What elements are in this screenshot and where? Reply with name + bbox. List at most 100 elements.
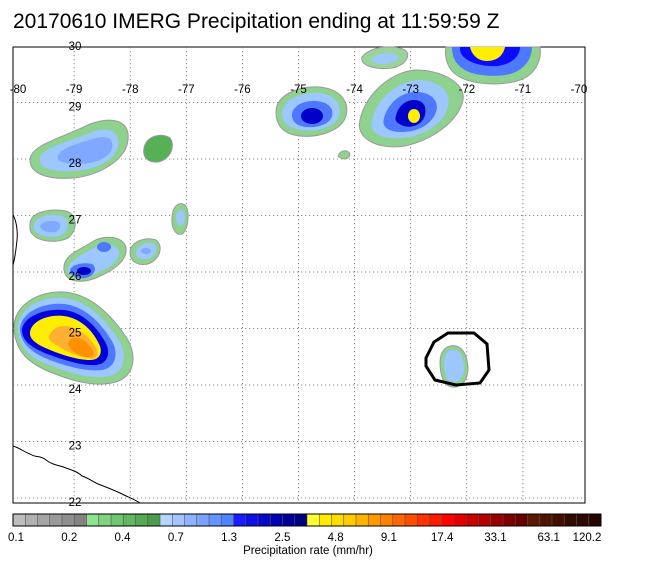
colorbar-swatch bbox=[380, 514, 394, 526]
lon-label: -79 bbox=[66, 84, 83, 96]
colorbar-tick-label: 2.5 bbox=[274, 532, 290, 544]
colorbar-swatch bbox=[356, 514, 369, 526]
colorbar-swatch bbox=[515, 514, 528, 526]
precip-cell-ne bbox=[361, 46, 541, 85]
coastlines bbox=[12, 214, 141, 504]
lat-label: 27 bbox=[69, 215, 82, 227]
precip-contour-blue bbox=[57, 137, 113, 164]
latitude-labels: 30 29 28 27 26 25 24 23 22 bbox=[69, 41, 82, 509]
colorbar-swatch bbox=[576, 514, 590, 526]
lon-label: -74 bbox=[346, 84, 363, 96]
precip-max-yellow bbox=[408, 109, 420, 123]
colorbar-swatch bbox=[282, 514, 296, 526]
precip-cell-small-green bbox=[143, 134, 173, 163]
colorbar-tick-label: 0.4 bbox=[115, 532, 132, 544]
colorbar-swatch bbox=[13, 514, 26, 526]
precip-contour-lightblue bbox=[176, 209, 185, 226]
lon-label: -77 bbox=[178, 84, 195, 96]
precip-cell-79w-27n bbox=[29, 203, 189, 242]
colorbar-swatch bbox=[111, 514, 124, 526]
lon-label: -80 bbox=[10, 84, 27, 96]
colorbar-swatch bbox=[270, 514, 283, 526]
lat-label: 22 bbox=[69, 497, 82, 509]
precip-cell-79w-28n bbox=[29, 119, 173, 179]
colorbar-tick-label: 0.2 bbox=[61, 532, 77, 544]
colorbar-swatch bbox=[392, 514, 406, 526]
colorbar-swatch bbox=[172, 514, 185, 526]
colorbar-swatch bbox=[466, 514, 479, 526]
colorbar-swatch bbox=[368, 514, 381, 526]
colorbar-swatch bbox=[331, 514, 345, 526]
precip-cell-73w-29n bbox=[358, 69, 464, 148]
colorbar-swatch bbox=[123, 514, 136, 526]
lon-label: -70 bbox=[571, 84, 588, 96]
colorbar-swatch bbox=[160, 514, 173, 526]
colorbar-tick-label: 17.4 bbox=[431, 532, 454, 544]
colorbar-swatch bbox=[25, 514, 38, 526]
lat-label: 30 bbox=[69, 41, 82, 53]
lon-label: -76 bbox=[234, 84, 251, 96]
colorbar-swatch bbox=[294, 514, 308, 526]
lon-label: -78 bbox=[122, 84, 139, 96]
coastline-cuba bbox=[12, 445, 141, 504]
lat-label: 24 bbox=[69, 384, 82, 396]
lon-label: -71 bbox=[515, 84, 532, 96]
colorbar-tick-label: 9.1 bbox=[381, 532, 397, 544]
colorbar-swatch bbox=[196, 514, 210, 526]
lat-label: 26 bbox=[69, 271, 82, 283]
lon-label: -75 bbox=[290, 84, 307, 96]
colorbar-swatch bbox=[454, 514, 467, 526]
lat-label: 25 bbox=[69, 328, 82, 340]
colorbar-swatch bbox=[258, 514, 271, 526]
colorbar-swatch bbox=[49, 514, 63, 526]
colorbar-swatch bbox=[74, 514, 87, 526]
lat-label: 28 bbox=[69, 158, 82, 170]
precip-contour-blue bbox=[141, 248, 151, 254]
colorbar-swatch bbox=[588, 514, 602, 526]
precip-cell-75w-29n bbox=[275, 86, 351, 160]
map-title: 20170610 IMERG Precipitation ending at 1… bbox=[13, 10, 500, 33]
precip-contour-darkorange bbox=[68, 337, 94, 358]
precip-contour-blue bbox=[40, 221, 61, 233]
colorbar-tick-label: 33.1 bbox=[484, 532, 506, 544]
colorbar-tick-label: 1.3 bbox=[221, 532, 237, 544]
colorbar-swatch bbox=[429, 514, 443, 526]
lat-label: 29 bbox=[69, 102, 82, 114]
colorbar-swatch bbox=[539, 514, 553, 526]
precip-contour-darkblue bbox=[77, 267, 91, 275]
lon-label: -73 bbox=[402, 84, 419, 96]
colorbar-swatch bbox=[319, 514, 332, 526]
precip-contour-lightblue bbox=[444, 349, 464, 383]
colorbar-swatch bbox=[552, 514, 565, 526]
colorbar-swatch bbox=[405, 514, 418, 526]
colorbar bbox=[12, 513, 602, 527]
colorbar-swatch bbox=[233, 514, 247, 526]
colorbar-border bbox=[12, 513, 602, 527]
colorbar-swatch bbox=[417, 514, 430, 526]
colorbar-tick-label: 120.2 bbox=[573, 532, 602, 544]
colorbar-swatch bbox=[98, 514, 112, 526]
lon-label: -72 bbox=[458, 84, 475, 96]
colorbar-swatch bbox=[86, 514, 100, 526]
precip-contour-yellow bbox=[470, 47, 505, 61]
coastline-florida bbox=[12, 214, 18, 266]
colorbar-tick-label: 0.7 bbox=[168, 532, 184, 544]
longitude-labels: -80 -79 -78 -77 -76 -75 -74 -73 -72 -71 -70 bbox=[10, 84, 588, 96]
precip-cell-tiny bbox=[337, 150, 351, 160]
precip-contour-lightblue bbox=[371, 53, 399, 64]
colorbar-swatch bbox=[184, 514, 198, 526]
colorbar-tick-label: 4.8 bbox=[328, 532, 344, 544]
precip-areas bbox=[13, 46, 541, 388]
colorbar-tick-labels: 0.1 0.2 0.4 0.7 1.3 2.5 4.8 9.1 17.4 33.1 63.1 120.… bbox=[8, 532, 601, 544]
colorbar-swatch bbox=[478, 514, 492, 526]
colorbar-swatch bbox=[62, 514, 75, 526]
precip-contour-darkblue bbox=[301, 108, 323, 124]
colorbar-swatch bbox=[37, 514, 51, 526]
precip-contour-blue-small bbox=[97, 242, 111, 252]
colorbar-swatch bbox=[307, 514, 320, 526]
colorbar-swatch bbox=[503, 514, 516, 526]
precip-cells-26n bbox=[63, 236, 161, 282]
precip-cell-72w-24n bbox=[424, 331, 491, 388]
lat-label: 23 bbox=[69, 441, 82, 453]
